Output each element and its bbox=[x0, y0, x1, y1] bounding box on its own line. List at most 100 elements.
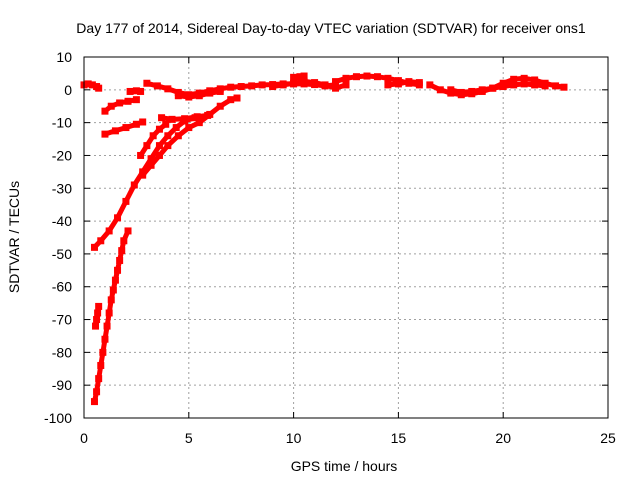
data-point bbox=[111, 127, 119, 135]
data-point bbox=[332, 84, 340, 92]
data-point bbox=[93, 316, 101, 324]
data-point bbox=[88, 81, 96, 89]
data-point bbox=[97, 361, 105, 369]
data-point bbox=[95, 375, 103, 383]
data-point bbox=[531, 81, 539, 89]
data-point bbox=[114, 266, 122, 274]
series-s13 bbox=[269, 77, 350, 92]
data-point bbox=[90, 243, 98, 251]
x-tick-label: 10 bbox=[286, 430, 302, 446]
data-point bbox=[105, 227, 113, 235]
data-point bbox=[258, 81, 266, 89]
data-point bbox=[181, 115, 189, 123]
data-point bbox=[116, 256, 124, 264]
data-point bbox=[107, 102, 115, 110]
data-point bbox=[373, 73, 381, 81]
y-tick-label: -20 bbox=[52, 147, 72, 163]
plot-frame bbox=[83, 56, 609, 419]
data-point bbox=[155, 151, 163, 159]
data-point bbox=[499, 83, 507, 91]
data-point bbox=[237, 83, 245, 91]
data-point bbox=[384, 74, 392, 82]
data-point bbox=[342, 81, 350, 89]
series-s7 bbox=[126, 87, 145, 95]
data-point bbox=[130, 181, 138, 189]
data-point bbox=[321, 81, 329, 89]
x-tick-label: 0 bbox=[80, 430, 88, 446]
data-point bbox=[132, 120, 140, 128]
series-s12 bbox=[174, 87, 224, 101]
data-point bbox=[147, 161, 155, 169]
data-point bbox=[290, 79, 298, 87]
data-point bbox=[233, 94, 241, 102]
data-point bbox=[101, 130, 109, 138]
x-tick-label: 25 bbox=[600, 430, 616, 446]
data-point bbox=[174, 92, 182, 100]
data-point bbox=[520, 80, 528, 88]
x-axis-label: GPS time / hours bbox=[291, 458, 398, 474]
data-point bbox=[436, 86, 444, 94]
data-point bbox=[206, 89, 214, 97]
series-s3 bbox=[90, 227, 132, 406]
y-axis-label: SDTVAR / TECUs bbox=[6, 181, 22, 293]
data-point bbox=[99, 348, 107, 356]
data-point bbox=[415, 79, 423, 87]
data-point bbox=[311, 79, 319, 87]
data-point bbox=[164, 142, 172, 150]
data-point bbox=[124, 227, 132, 235]
data-point bbox=[111, 276, 119, 284]
data-point bbox=[101, 107, 109, 115]
data-point bbox=[216, 102, 224, 110]
data-point bbox=[107, 296, 115, 304]
data-point bbox=[143, 79, 151, 87]
series-s9 bbox=[137, 120, 170, 159]
data-point bbox=[363, 72, 371, 80]
data-point bbox=[95, 84, 103, 92]
data-point bbox=[204, 111, 212, 119]
data-point bbox=[168, 115, 176, 123]
data-point bbox=[489, 84, 497, 92]
data-point bbox=[103, 322, 111, 330]
data-point bbox=[248, 82, 256, 90]
data-point bbox=[162, 120, 170, 128]
data-point bbox=[560, 83, 568, 91]
data-point bbox=[124, 97, 132, 105]
data-point bbox=[116, 99, 124, 107]
data-point bbox=[300, 72, 308, 80]
series-s6 bbox=[101, 96, 140, 115]
data-point bbox=[95, 302, 103, 310]
series-layer bbox=[80, 72, 568, 406]
data-point bbox=[155, 125, 163, 133]
data-point bbox=[185, 124, 193, 132]
data-point bbox=[269, 83, 277, 91]
data-point bbox=[332, 78, 340, 86]
x-tick-label: 20 bbox=[495, 430, 511, 446]
series-s4 bbox=[92, 302, 103, 330]
series-s18 bbox=[447, 80, 549, 96]
series-trail bbox=[448, 81, 548, 95]
data-point bbox=[227, 83, 235, 91]
data-point bbox=[531, 76, 539, 84]
data-point bbox=[139, 118, 147, 126]
data-point bbox=[153, 82, 161, 90]
data-point bbox=[155, 142, 163, 150]
data-point bbox=[193, 113, 201, 121]
data-point bbox=[122, 197, 130, 205]
data-point bbox=[541, 82, 549, 90]
grid-layer bbox=[84, 57, 608, 418]
y-tick-label: 0 bbox=[64, 82, 72, 98]
data-point bbox=[296, 73, 304, 81]
data-point bbox=[105, 309, 113, 317]
data-point bbox=[290, 73, 298, 81]
y-tick-label: -70 bbox=[52, 312, 72, 328]
data-point bbox=[300, 77, 308, 85]
chart-title: Day 177 of 2014, Sidereal Day-to-day VTE… bbox=[76, 20, 586, 36]
data-point bbox=[118, 247, 126, 255]
y-tick-label: -90 bbox=[52, 377, 72, 393]
series-s14 bbox=[290, 72, 308, 81]
data-point bbox=[457, 88, 465, 96]
y-tick-label: -40 bbox=[52, 213, 72, 229]
data-point bbox=[109, 286, 117, 294]
data-point bbox=[132, 96, 140, 104]
